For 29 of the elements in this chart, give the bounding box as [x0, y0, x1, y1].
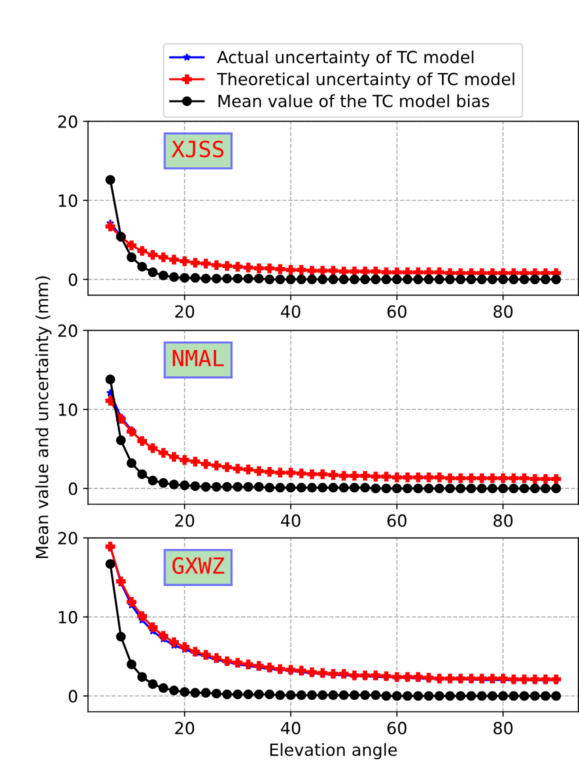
x-tick-label: 20 [175, 305, 194, 318]
x-tick-label: 60 [387, 514, 406, 527]
legend-label: Mean value of the TC model bias [218, 94, 490, 108]
y-tick-label: 0 [68, 482, 78, 496]
y-tick-label: 10 [58, 610, 78, 624]
annotation: XJSS [172, 140, 224, 158]
legend-label: Theoretical uncertainty of TC model [216, 72, 514, 89]
y-tick-label: 20 [58, 324, 78, 337]
legend-label: Actual uncertainty of TC model [217, 50, 474, 67]
x-tick-label: 80 [494, 514, 513, 527]
x-tick-label: 20 [175, 514, 194, 527]
y-tick-label: 20 [58, 532, 78, 544]
x-tick-label: 60 [387, 305, 406, 318]
x-tick-label: 80 [494, 722, 513, 734]
y-tick-label: 0 [68, 690, 78, 703]
x-axis-title: Elevation angle [270, 743, 397, 760]
x-tick-label: 60 [387, 722, 406, 734]
y-tick-label: 10 [58, 194, 78, 207]
annotation: GXWZ [172, 557, 224, 574]
y-tick-label: 20 [58, 115, 78, 128]
annotation: NMAL [172, 350, 224, 366]
x-tick-label: 40 [280, 722, 300, 734]
x-tick-label: 20 [175, 722, 194, 734]
x-tick-label: 40 [280, 514, 300, 527]
y-tick-label: 0 [68, 273, 78, 286]
x-tick-label: 80 [494, 305, 513, 318]
y-tick-label: 10 [58, 403, 78, 416]
y-axis-title: Mean value and uncertainty (mm) [35, 276, 52, 558]
x-tick-label: 40 [280, 305, 300, 318]
